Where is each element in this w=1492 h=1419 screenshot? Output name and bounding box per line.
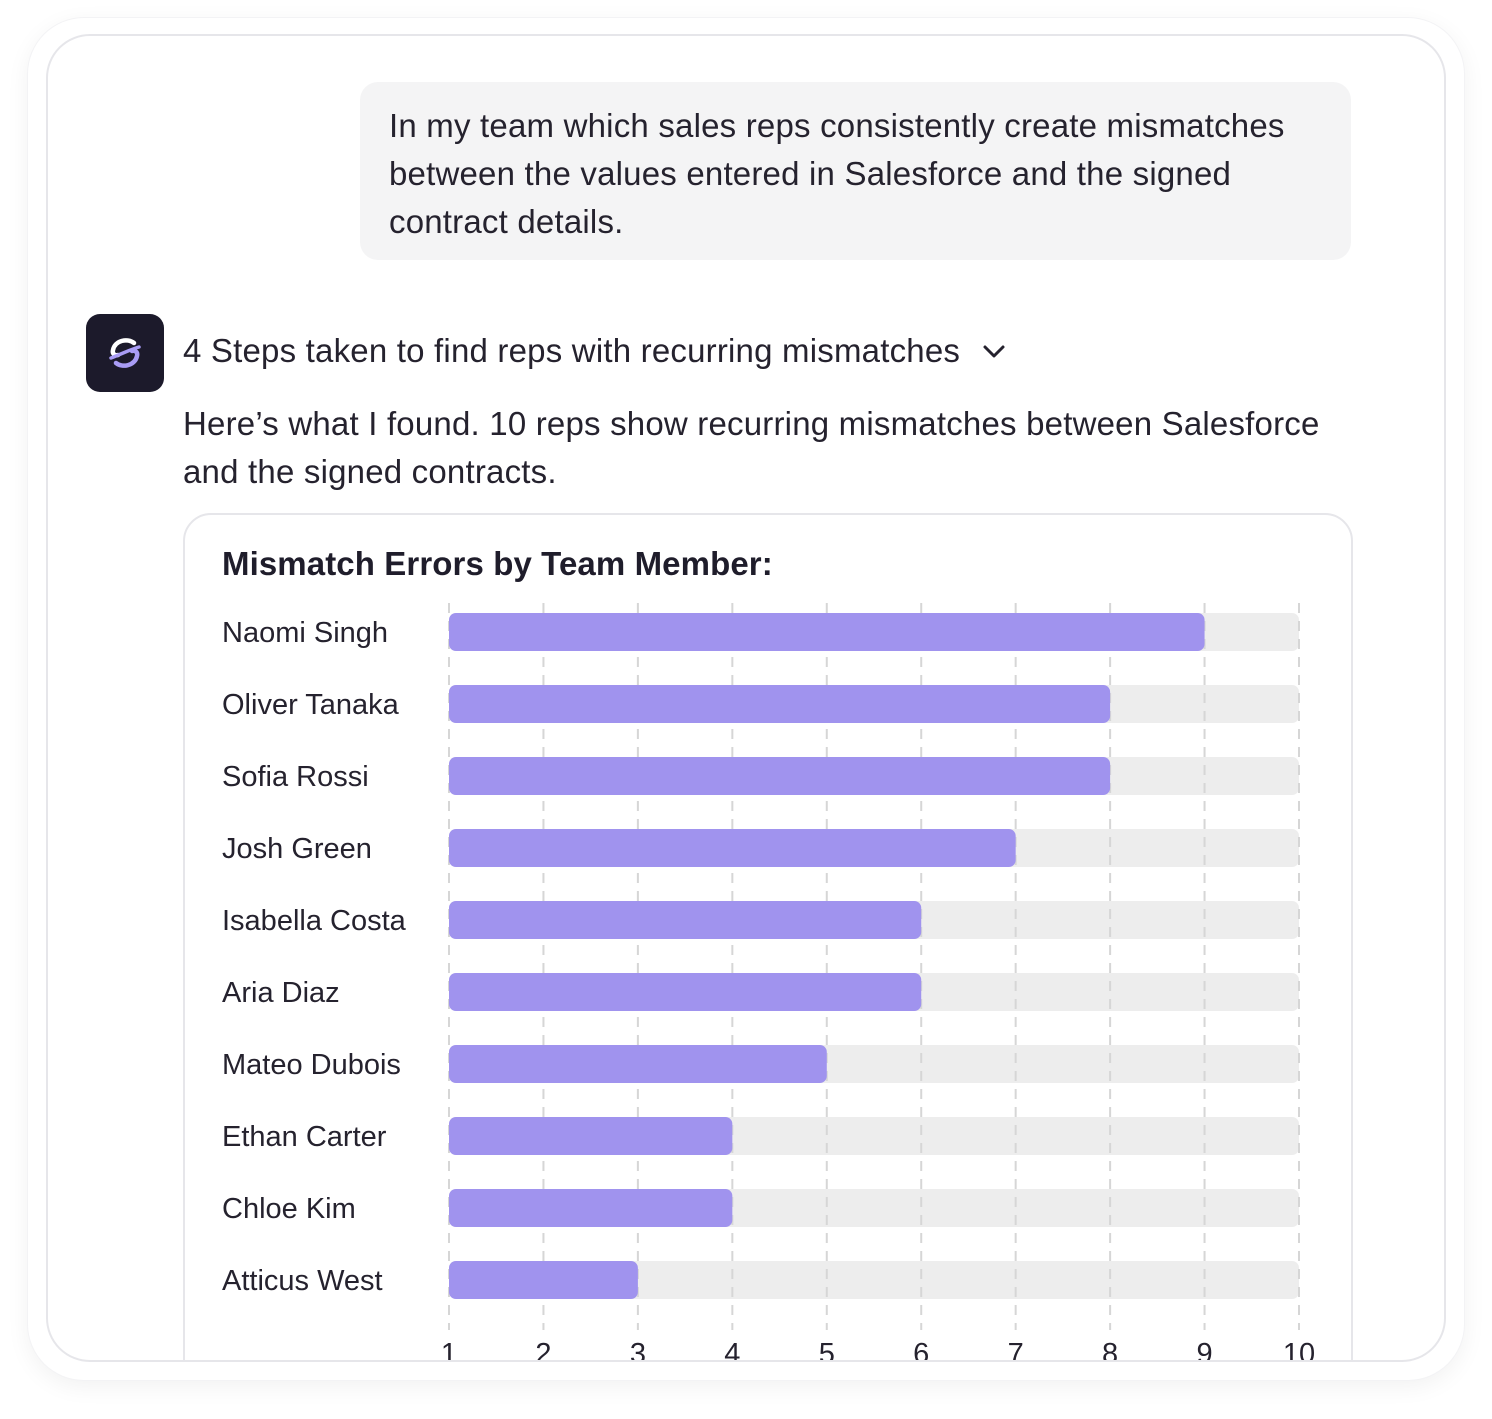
assistant-answer-text: Here’s what I found. 10 reps show recurr… [183, 405, 1320, 490]
chart-title: Mismatch Errors by Team Member: [222, 545, 773, 582]
steps-summary-text: 4 Steps taken to find reps with recurrin… [183, 332, 961, 369]
bar [449, 613, 1205, 651]
row-label: Josh Green [222, 833, 372, 865]
bar [449, 1117, 733, 1155]
row-label: Ethan Carter [222, 1121, 387, 1153]
bar [449, 685, 1111, 723]
row-label: Mateo Dubois [222, 1049, 401, 1081]
x-tick-label: 3 [630, 1338, 646, 1362]
bar-chart: Naomi Singh Oliver Tanaka Sofia Rossi Josh … [222, 603, 1315, 1362]
bar [449, 901, 922, 939]
x-tick-label: 8 [1102, 1338, 1118, 1362]
row-label: Aria Diaz [222, 977, 340, 1009]
row-label: Isabella Costa [222, 905, 407, 937]
user-message-text: In my team which sales reps consistently… [389, 107, 1285, 240]
bar [449, 973, 922, 1011]
x-tick-label: 4 [724, 1338, 740, 1362]
bar [449, 829, 1016, 867]
x-tick-label: 7 [1008, 1338, 1024, 1362]
x-tick-label: 2 [535, 1338, 551, 1362]
row-label: Chloe Kim [222, 1193, 356, 1225]
x-tick-label: 10 [1283, 1338, 1315, 1362]
swirl-logo-icon [109, 338, 141, 368]
row-label: Sofia Rossi [222, 761, 369, 793]
row-label: Naomi Singh [222, 617, 388, 649]
x-tick-label: 5 [819, 1338, 835, 1362]
x-tick-label: 6 [913, 1338, 929, 1362]
user-message-bubble: In my team which sales reps consistently… [360, 82, 1351, 260]
x-tick-label: 9 [1196, 1338, 1212, 1362]
row-label: Atticus West [222, 1265, 383, 1297]
bar [449, 1045, 827, 1083]
bar [449, 757, 1111, 795]
assistant-avatar [86, 314, 164, 392]
steps-toggle[interactable]: 4 Steps taken to find reps with recurrin… [183, 326, 1008, 376]
row-label: Oliver Tanaka [222, 689, 400, 721]
chart-card: Mismatch Errors by Team Member: Naomi Si… [183, 513, 1353, 1362]
chat-window: In my team which sales reps consistently… [46, 34, 1446, 1362]
bar-track [449, 1261, 1299, 1299]
x-tick-label: 1 [441, 1338, 457, 1362]
bar [449, 1261, 638, 1299]
bar [449, 1189, 733, 1227]
chevron-down-icon[interactable] [980, 337, 1008, 365]
